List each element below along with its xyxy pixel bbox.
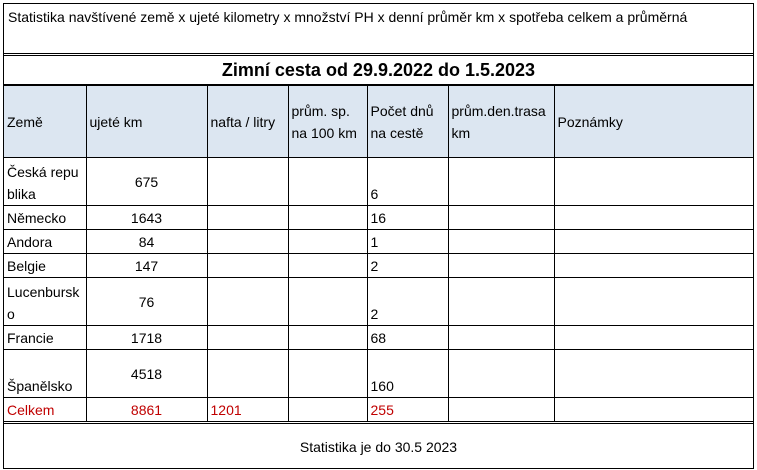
cell — [287, 349, 368, 398]
body-row: Španělsko 4518 160 — [4, 349, 753, 398]
cell — [287, 157, 368, 206]
cell: 2 — [366, 253, 449, 278]
cell — [447, 229, 555, 254]
cell — [553, 157, 753, 206]
cell — [553, 277, 753, 326]
body-row: Francie 1718 68 — [4, 325, 753, 350]
sheet: Statistika navštívené země x ujeté kilom… — [3, 3, 754, 469]
cell — [206, 229, 289, 254]
cell: 255 — [366, 397, 449, 424]
cell — [553, 325, 753, 350]
cell — [553, 397, 753, 424]
cell — [287, 397, 368, 424]
head-row: Země ujeté km nafta / litry prům. sp. na 10… — [4, 85, 753, 158]
title: Statistika navštívené země x ujeté kilom… — [4, 4, 753, 56]
cell — [447, 277, 555, 326]
cell: 1201 — [206, 397, 289, 424]
table: Země ujeté km nafta / litry prům. sp. na 10… — [4, 85, 753, 424]
cell — [553, 349, 753, 398]
header-cell: ujeté km — [85, 85, 208, 158]
cell — [206, 349, 289, 398]
body-row: Lucenbursko 76 2 — [4, 277, 753, 326]
cell — [206, 325, 289, 350]
cell: Andora — [4, 229, 87, 254]
cell — [553, 253, 753, 278]
cell — [447, 397, 555, 424]
cell: Belgie — [4, 253, 87, 278]
cell: 160 — [366, 349, 449, 398]
cell — [447, 253, 555, 278]
cell: Lucenbursko — [4, 277, 87, 326]
cell: 76 — [85, 277, 208, 326]
cell — [447, 205, 555, 230]
cell — [287, 229, 368, 254]
cell: 8861 — [85, 397, 208, 424]
cell: 147 — [85, 253, 208, 278]
cell: 675 — [85, 157, 208, 206]
cell: 16 — [366, 205, 449, 230]
cell: 4518 — [85, 349, 208, 398]
cell — [287, 277, 368, 326]
cell: Německo — [4, 205, 87, 230]
subtitle: Zimní cesta od 29.9.2022 do 1.5.2023 — [4, 56, 753, 85]
cell: Francie — [4, 325, 87, 350]
cell — [553, 229, 753, 254]
cell: Celkem — [4, 397, 87, 424]
cell — [447, 349, 555, 398]
cell — [287, 325, 368, 350]
cell: 1 — [366, 229, 449, 254]
header-cell: prům.den.trasa km — [447, 85, 555, 158]
cell — [287, 253, 368, 278]
cell — [553, 205, 753, 230]
body-row: Česká republika 675 6 — [4, 157, 753, 206]
header-cell: Poznámky — [553, 85, 753, 158]
cell — [206, 205, 289, 230]
body-row: Andora 84 1 — [4, 229, 753, 254]
header-cell: prům. sp. na 100 km — [287, 85, 368, 158]
cell: 6 — [366, 157, 449, 206]
total-row: Celkem 8861 1201 255 — [4, 397, 753, 424]
header-cell: Země — [4, 85, 87, 158]
footer: Statistika je do 30.5 2023 — [299, 439, 458, 455]
cell: 2 — [366, 277, 449, 326]
header-cell: Počet dnů na cestě — [366, 85, 449, 158]
cell: Španělsko — [4, 349, 87, 398]
cell — [206, 157, 289, 206]
body-row: Belgie 147 2 — [4, 253, 753, 278]
cell — [206, 253, 289, 278]
cell: 1718 — [85, 325, 208, 350]
cell: 1643 — [85, 205, 208, 230]
header-cell: nafta / litry — [206, 85, 289, 158]
cell: 84 — [85, 229, 208, 254]
cell: Česká republika — [4, 157, 87, 206]
cell: 68 — [366, 325, 449, 350]
body-row: Německo 1643 16 — [4, 205, 753, 230]
cell — [447, 157, 555, 206]
cell — [287, 205, 368, 230]
cell — [206, 277, 289, 326]
cell — [447, 325, 555, 350]
